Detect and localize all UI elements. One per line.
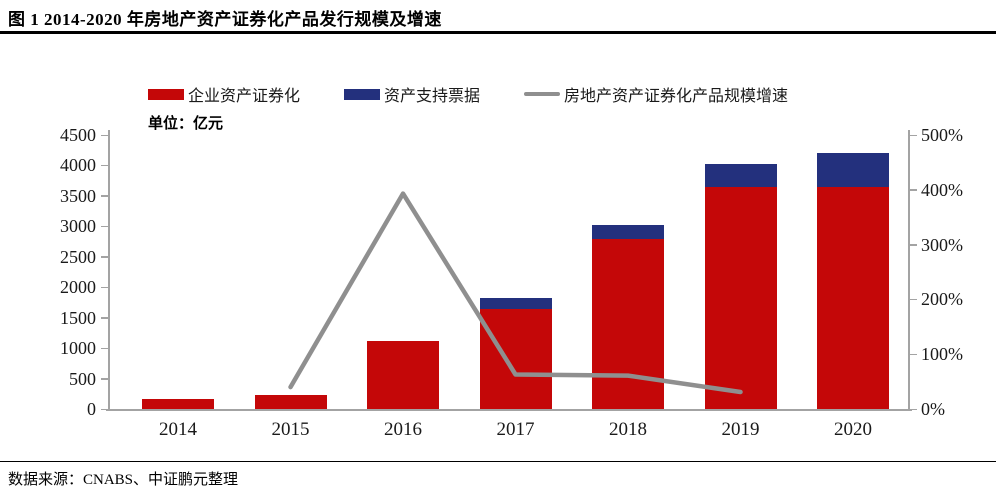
y-axis-tick-label: 1500	[60, 307, 96, 328]
y-axis-tick	[101, 225, 108, 228]
y-axis-tick-label: 4000	[60, 155, 96, 176]
x-axis-label-2017: 2017	[496, 419, 535, 440]
data-source: 数据来源：CNABS、中证鹏元整理	[8, 472, 239, 488]
footer-divider	[0, 461, 996, 462]
y-axis-right-line	[908, 130, 910, 411]
y-axis-tick-label: 3500	[60, 185, 96, 206]
y2-axis-tick	[910, 298, 917, 301]
x-axis-label-2015: 2015	[271, 419, 310, 440]
y-axis-tick	[101, 195, 108, 197]
y2-axis-tick	[910, 353, 917, 356]
bar-2017-abn	[479, 297, 552, 309]
y-axis-tick	[101, 378, 108, 380]
x-axis-label-2019: 2019	[721, 419, 760, 440]
y-axis-tick-label: 0	[87, 399, 96, 419]
x-axis-label-2016: 2016	[384, 419, 422, 440]
bar-2018-corporate-abs	[592, 238, 664, 409]
chart-title: 图 1 2014-2020 年房地产资产证券化产品发行规模及增速	[8, 10, 442, 29]
y-axis-tick	[101, 286, 108, 289]
blue-bar-swatch-icon	[344, 88, 381, 100]
y-axis-tick-label: 4500	[60, 125, 96, 145]
y2-axis-tick-label: 200%	[921, 289, 963, 310]
y2-axis-tick	[910, 408, 917, 410]
bar-2018-abn	[592, 224, 664, 239]
y-axis-tick	[101, 164, 108, 167]
bar-2020-abn	[817, 153, 889, 188]
y2-axis-tick	[910, 134, 917, 136]
bar-2019-abn	[704, 164, 777, 188]
y2-axis-tick	[910, 244, 917, 246]
legend-item-growth-line: 房地产资产证券化产品规模增速	[524, 82, 788, 106]
y-axis-left-line	[108, 130, 110, 411]
chart-legend: 企业资产证券化 资产支持票据 房地产资产证券化产品规模增速	[148, 82, 788, 106]
y-axis-tick-label: 500	[69, 368, 96, 389]
bar-2016-corporate-abs	[367, 340, 439, 409]
y2-axis-tick-label: 100%	[921, 344, 963, 365]
y-axis-tick	[101, 317, 108, 319]
title-divider	[0, 31, 996, 34]
y2-axis-tick-label: 400%	[921, 179, 963, 200]
y-axis-tick	[101, 347, 108, 350]
y2-axis-tick-label: 0%	[921, 399, 945, 419]
y-axis-tick-label: 2000	[60, 277, 96, 298]
legend-label: 企业资产证券化	[188, 88, 301, 105]
bar-2020-corporate-abs	[817, 187, 889, 409]
red-bar-swatch-icon	[148, 88, 184, 100]
y2-axis-tick	[910, 189, 917, 191]
x-axis-label-2014: 2014	[159, 419, 197, 440]
x-axis-label-2018: 2018	[609, 419, 647, 440]
y-axis-tick	[101, 256, 108, 258]
unit-label: 单位：亿元	[148, 116, 224, 132]
y2-axis-tick-label: 500%	[921, 125, 963, 145]
legend-label: 房地产资产证券化产品规模增速	[564, 88, 789, 105]
gray-line-swatch-icon	[524, 92, 561, 96]
legend-label: 资产支持票据	[384, 88, 481, 105]
legend-item-corporate-abs: 企业资产证券化	[148, 82, 300, 106]
x-axis-line	[106, 409, 912, 411]
y-axis-tick-label: 1000	[60, 338, 96, 359]
y-axis-tick-label: 2500	[60, 246, 96, 267]
y-axis-tick	[101, 134, 108, 136]
y-axis-tick-label: 3000	[60, 216, 96, 237]
bar-2017-corporate-abs	[479, 308, 552, 409]
y-axis-tick	[101, 408, 108, 410]
y2-axis-tick-label: 300%	[921, 234, 963, 255]
bar-2015-corporate-abs	[254, 394, 327, 409]
legend-item-abn: 资产支持票据	[344, 82, 480, 106]
bar-2014-corporate-abs	[142, 398, 214, 409]
x-axis-label-2020: 2020	[834, 419, 872, 440]
bar-2019-corporate-abs	[704, 187, 777, 409]
